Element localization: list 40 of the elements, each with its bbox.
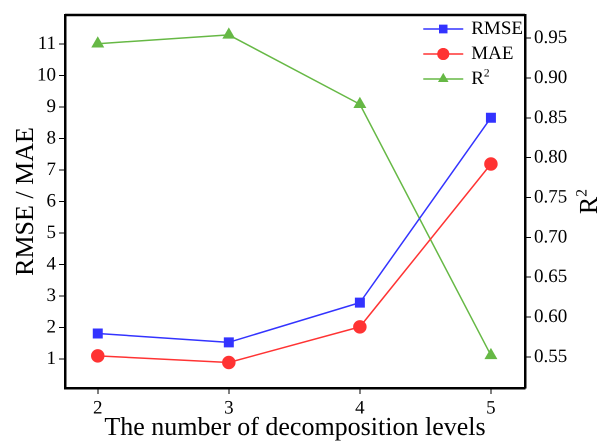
x-tick-label: 4 — [355, 397, 366, 418]
point — [486, 112, 496, 123]
x-tick-label: 2 — [93, 397, 103, 418]
y-tick-label: 9 — [46, 96, 56, 117]
point — [224, 337, 234, 348]
y-tick-label: 4 — [46, 253, 56, 274]
point — [222, 28, 235, 39]
y2-tick-label: 0.60 — [534, 306, 568, 328]
y-tick-label: 2 — [46, 316, 56, 338]
point — [222, 356, 236, 370]
point — [92, 36, 104, 48]
y2-tick-label: 0.85 — [534, 106, 568, 128]
y-tick-label: 3 — [46, 284, 56, 306]
y-axis-title: RMSE / MAE — [10, 127, 39, 276]
legend-label: MAE — [471, 42, 514, 64]
x-tick-label: 3 — [224, 397, 234, 418]
y-tick-label: 8 — [46, 127, 56, 148]
point — [353, 320, 367, 334]
legend-label: RMSE — [471, 18, 524, 39]
y2-tick-label: 0.70 — [534, 226, 568, 248]
x-tick-label: 5 — [486, 397, 496, 418]
y-tick-label: 10 — [37, 64, 56, 86]
y2-tick-label: 0.90 — [534, 66, 568, 88]
y2-tick-label: 0.75 — [534, 186, 568, 208]
y2-axis-title: R2 — [573, 188, 603, 214]
y2-tick-label: 0.55 — [534, 346, 568, 367]
y-tick-label: 5 — [46, 222, 56, 243]
y-tick-label: 7 — [46, 158, 56, 180]
point — [484, 348, 497, 360]
y-tick-label: 1 — [46, 348, 56, 369]
y-tick-label: 11 — [38, 32, 56, 54]
point — [354, 298, 365, 308]
point — [91, 349, 105, 363]
y2-tick-label: 0.65 — [534, 266, 568, 288]
point — [92, 328, 103, 338]
y2-tick-label: 0.95 — [534, 27, 568, 48]
point — [484, 157, 498, 171]
point — [354, 98, 366, 108]
y-tick-label: 6 — [46, 190, 56, 212]
y2-tick-label: 0.80 — [534, 146, 568, 168]
